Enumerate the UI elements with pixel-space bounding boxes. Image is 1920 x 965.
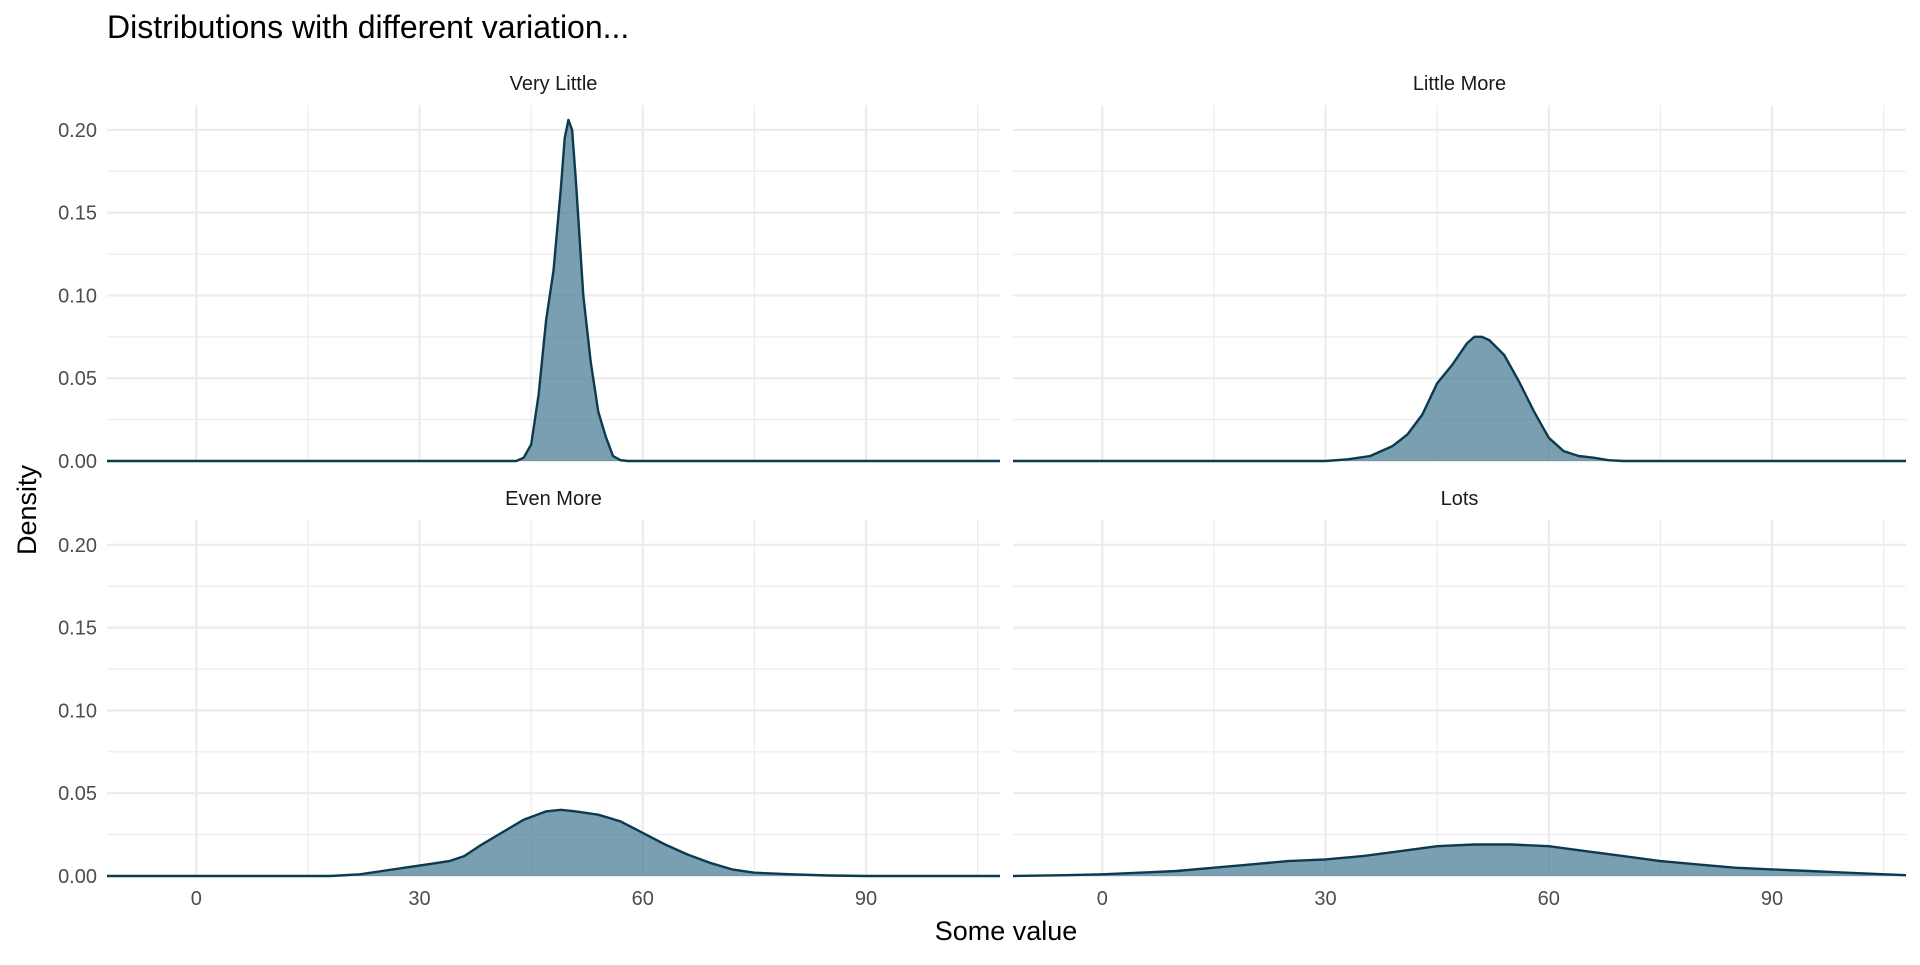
density-line — [1012, 843, 1907, 878]
x-tick-label: 90 — [855, 888, 877, 910]
chart-title: Distributions with different variation..… — [107, 9, 629, 45]
density-area — [107, 809, 1000, 876]
y-tick-label: 0.05 — [58, 368, 97, 390]
x-axis-title: Some value — [935, 916, 1078, 946]
density-area — [1013, 844, 1906, 876]
panels-layer: Very Little 0.00 0.05 0.10 0.15 0.20 Little Mo… — [58, 73, 1907, 910]
x-tick-label: 30 — [1314, 888, 1336, 910]
density-area — [107, 119, 1000, 462]
y-tick-label: 0.20 — [58, 120, 97, 142]
y-tick-label: 0.15 — [58, 618, 97, 640]
facet-strip-label: Lots — [1441, 488, 1479, 510]
density-area — [1013, 336, 1906, 461]
facet-panel: Very Little 0.00 0.05 0.10 0.15 0.20 — [58, 73, 1000, 473]
facet-strip-label: Little More — [1413, 73, 1506, 95]
facet-panel: Even More 0.00 0.05 0.10 0.15 0.20 0 30 60 90 — [58, 488, 1000, 910]
y-tick-label: 0.20 — [58, 535, 97, 557]
facet-strip-label: Very Little — [510, 73, 598, 95]
facet-strip-label: Even More — [505, 488, 602, 510]
x-tick-label: 0 — [191, 888, 202, 910]
x-tick-label: 60 — [1538, 888, 1560, 910]
density-line — [1013, 335, 1906, 463]
x-tick-label: 60 — [632, 888, 654, 910]
x-tick-label: 90 — [1761, 888, 1783, 910]
density-line — [107, 808, 1000, 878]
y-tick-label: 0.00 — [58, 451, 97, 473]
facet-panel: Lots 0 30 60 90 — [1012, 488, 1907, 910]
facet-panel: Little More — [1013, 73, 1906, 463]
y-tick-label: 0.15 — [58, 203, 97, 225]
density-line — [107, 118, 1000, 463]
y-tick-label: 0.10 — [58, 700, 97, 722]
y-tick-label: 0.05 — [58, 783, 97, 805]
y-tick-label: 0.10 — [58, 285, 97, 307]
x-tick-label: 0 — [1097, 888, 1108, 910]
x-tick-label: 30 — [408, 888, 430, 910]
y-tick-label: 0.00 — [58, 866, 97, 888]
y-axis-title: Density — [12, 464, 42, 555]
